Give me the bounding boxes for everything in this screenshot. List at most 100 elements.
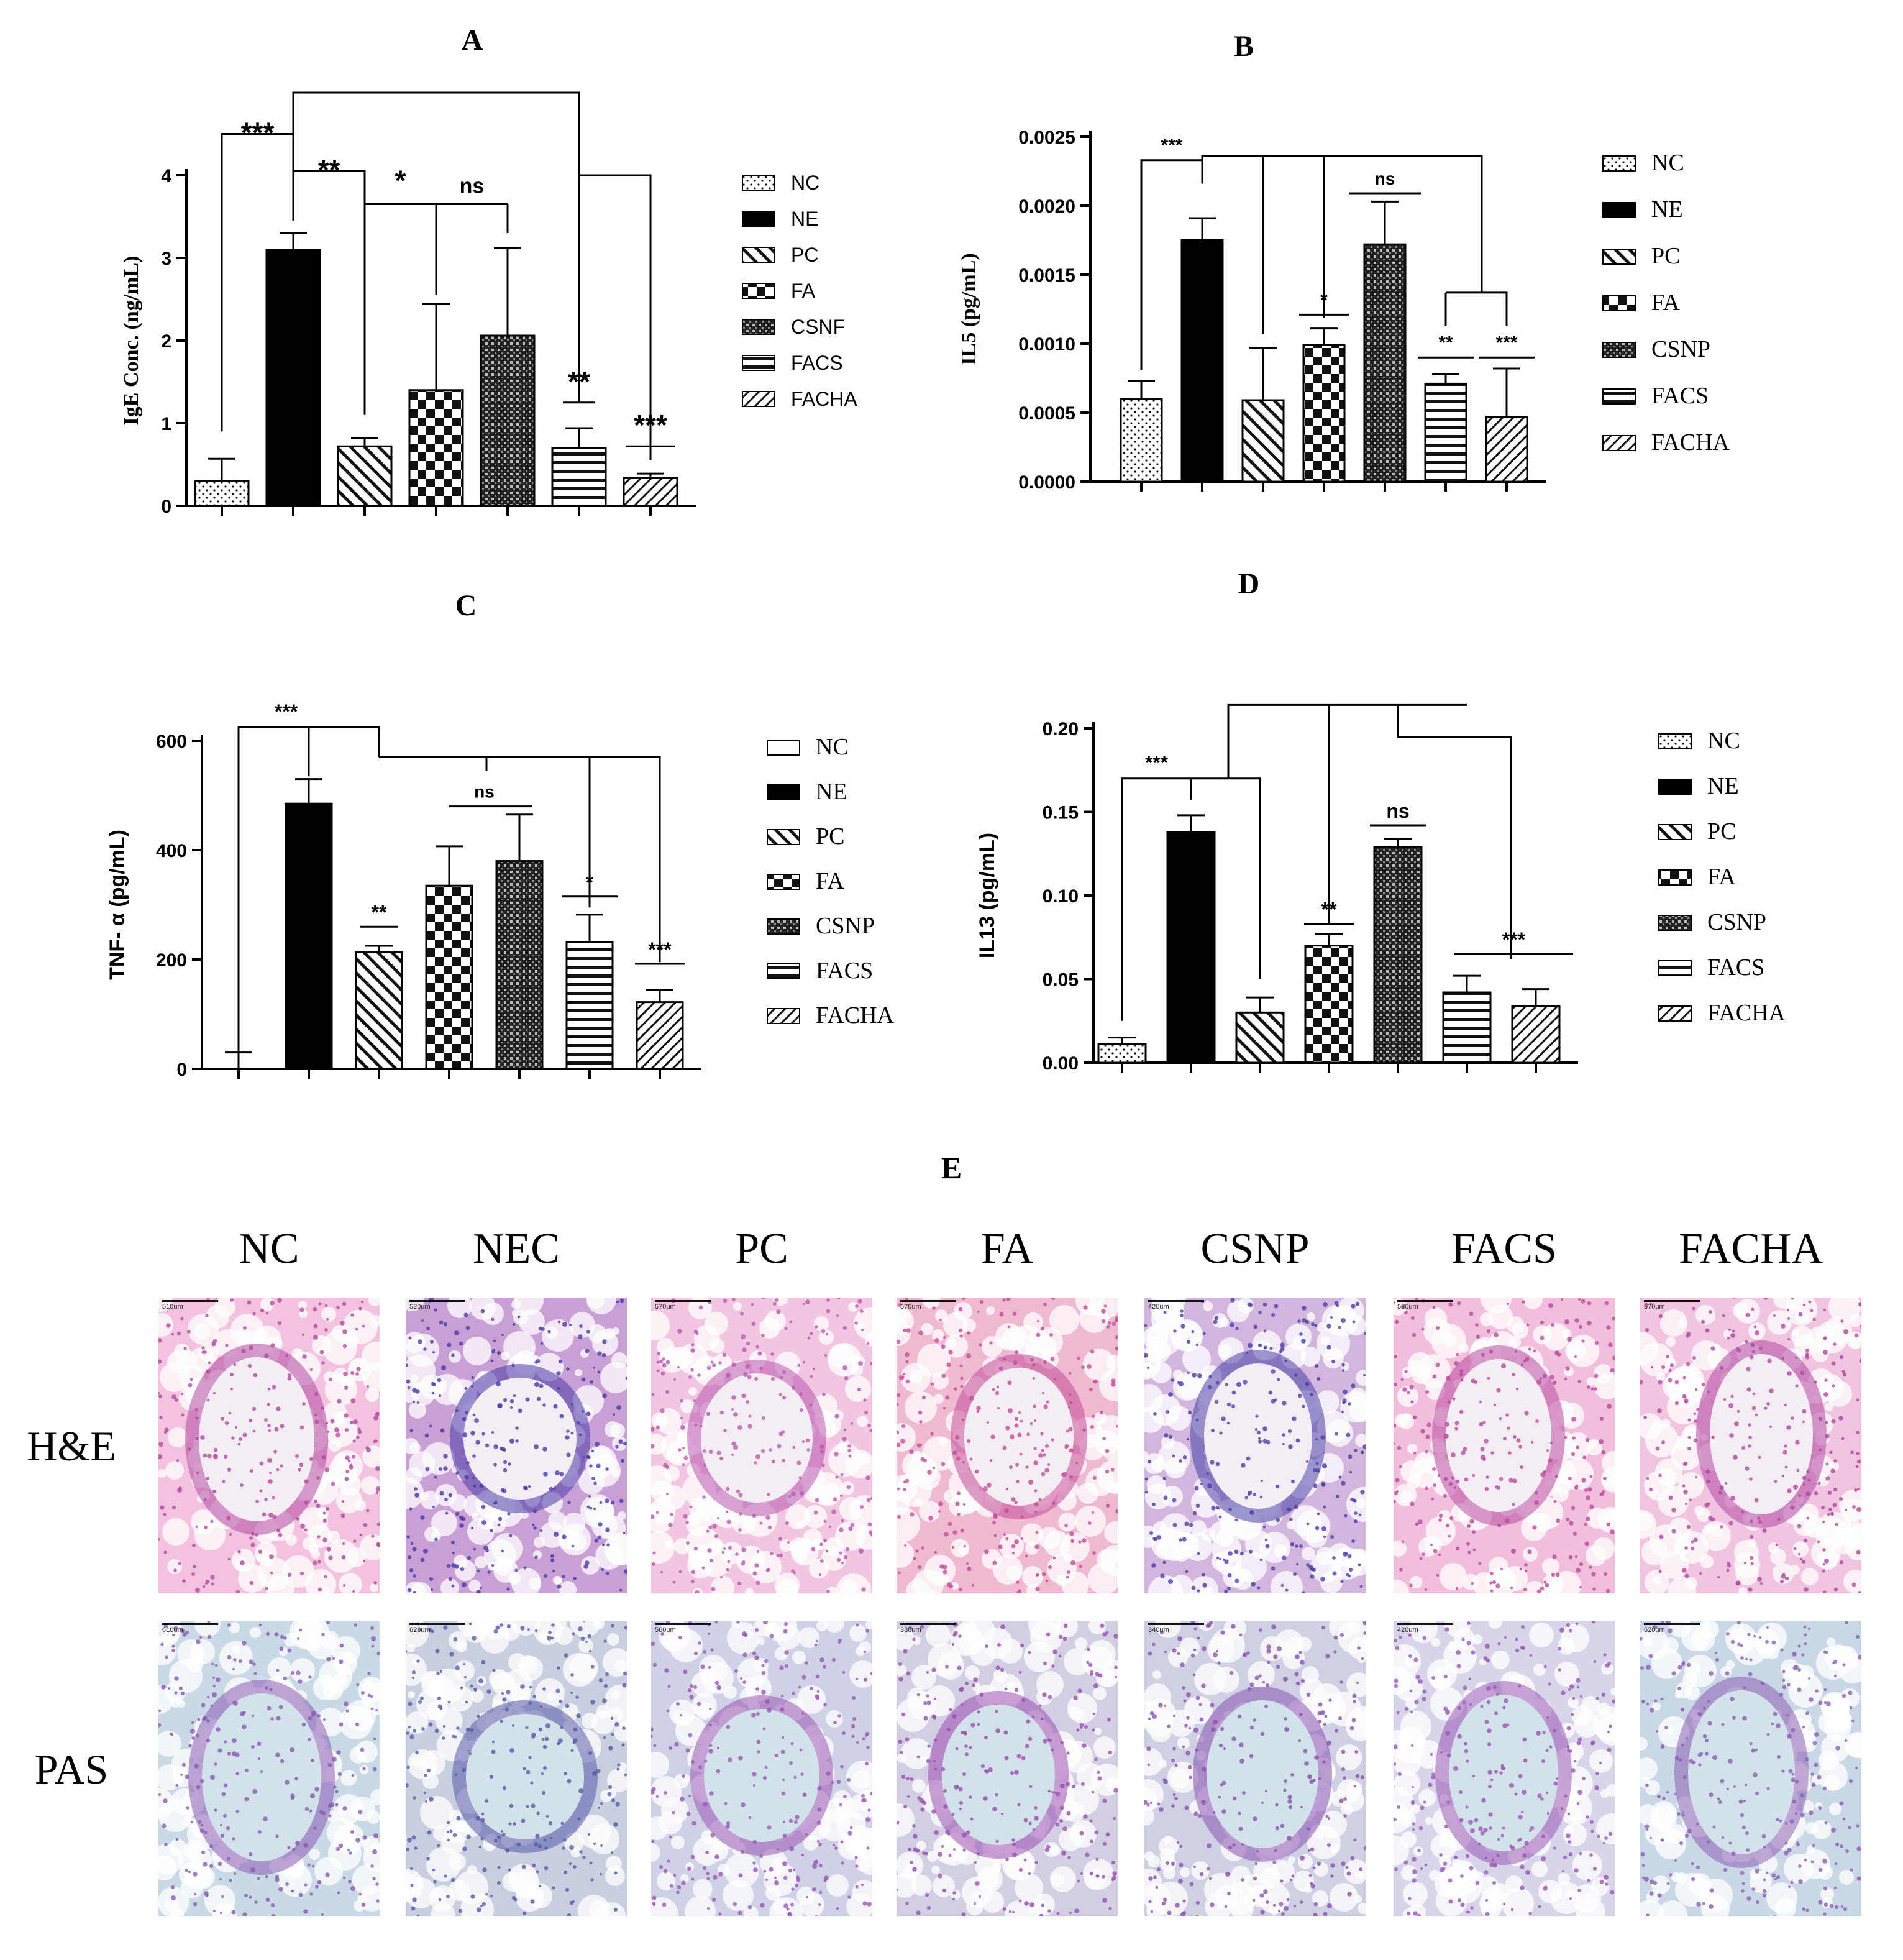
y-tick-label: 200: [156, 950, 187, 971]
scale-bar: 420um: [1397, 1623, 1453, 1634]
chart-panel-d: D 0.00 0.05 0.10 0.15 0.20 IL13 (pg/mL) NC NE PC F…: [975, 567, 1786, 1074]
micrograph-pas-fa: 380um: [897, 1621, 1118, 1916]
legend-swatch: [767, 1008, 800, 1024]
significance-label: *: [395, 165, 406, 197]
bar-nc: [1097, 1043, 1147, 1064]
legend-label: PC: [816, 823, 844, 849]
scale-bar: 560um: [655, 1623, 711, 1634]
legend-label: NE: [1707, 773, 1739, 799]
legend-label: PC: [791, 244, 818, 266]
significance-label: **: [372, 901, 387, 923]
legend-label: NE: [1651, 196, 1683, 222]
significance-bracket: [1227, 703, 1512, 959]
significance-label: ***: [1502, 928, 1526, 951]
chart-panel-c: C 0 200 400 600 TNF- α (pg/mL) NC NE PC FA CSNP FAC…: [106, 589, 895, 1080]
significance-label: *: [1320, 290, 1328, 310]
scale-bar-line: [1397, 1623, 1453, 1625]
scale-bar-label: 420um: [1148, 1303, 1169, 1311]
chart-panel-b: B 0.0000 0.0005 0.0010 0.0015 0.0020 0.0025 IL5…: [957, 30, 1730, 493]
significance-bracket: [1140, 159, 1203, 370]
legend-label: FACHA: [791, 388, 857, 410]
y-axis-label: IgE Conc. (ng/mL): [120, 256, 143, 426]
y-axis-label: TNF- α (pg/mL): [106, 830, 129, 980]
legend-label: NE: [816, 779, 847, 805]
legend-label: FACS: [1707, 955, 1764, 981]
legend-swatch: [1602, 342, 1636, 358]
significance-label: ***: [241, 117, 275, 149]
bar-facha: [1485, 416, 1528, 483]
legend-label: CSNP: [816, 913, 875, 939]
scale-bar-label: 420um: [1397, 1626, 1418, 1634]
scale-bar-label: 340um: [1148, 1626, 1169, 1634]
legend-swatch: [1658, 960, 1692, 976]
bar-csnp: [1363, 243, 1407, 483]
bar-csnp: [1373, 846, 1423, 1064]
legend-label: NE: [791, 208, 818, 230]
legend-swatch: [742, 175, 775, 191]
scale-bar: 580um: [1397, 1300, 1453, 1311]
bar-fa: [425, 884, 473, 1070]
panel-title: D: [1238, 567, 1260, 600]
significance-label: ***: [1161, 135, 1182, 156]
legend-label: NC: [1707, 728, 1740, 754]
scale-bar: 620um: [409, 1623, 465, 1634]
y-tick-label: 0: [176, 1060, 187, 1080]
y-tick-label: 400: [156, 841, 187, 861]
bar-nc: [194, 480, 250, 507]
micrograph-he-nec: 520um: [406, 1298, 627, 1593]
scale-bar-label: 570um: [900, 1303, 921, 1311]
y-tick-label: 0.0005: [1018, 403, 1075, 424]
y-tick-label: 0.0010: [1018, 334, 1075, 355]
row-label-pas: PAS: [34, 1746, 109, 1793]
legend-swatch: [742, 391, 775, 407]
legend-label: FA: [816, 868, 844, 894]
legend-swatch: [1602, 388, 1636, 405]
significance-bracket: [292, 91, 652, 460]
column-header-fa: FA: [980, 1225, 1034, 1273]
legend-swatch: [742, 283, 775, 299]
charts-figure: A 0 1 2 3 4 IgE Conc. (ng/mL) NC NE PC FA CSNF FACS F…: [106, 24, 1786, 1080]
significance-bracket: [379, 756, 661, 963]
legend-label: NC: [1651, 150, 1684, 176]
scale-bar-line: [162, 1623, 218, 1625]
bar-ne: [265, 249, 321, 507]
scale-bar: 570um: [900, 1300, 956, 1311]
micrograph-he-nc: 510um: [158, 1298, 380, 1593]
micrograph-pas-csnp: 340um: [1144, 1621, 1366, 1916]
y-tick-label: 0.20: [1043, 719, 1079, 740]
y-tick-label: 3: [161, 249, 171, 269]
significance-bracket: [237, 726, 380, 1055]
significance-label: ns: [1386, 800, 1409, 822]
significance-label: ***: [1495, 332, 1517, 353]
scale-bar-line: [1148, 1623, 1204, 1625]
bar-fa: [1302, 344, 1346, 483]
y-tick-label: 0.15: [1043, 803, 1079, 823]
significance-bracket: [365, 203, 509, 295]
y-tick-label: 600: [156, 731, 187, 752]
column-header-csnp: CSNP: [1200, 1225, 1310, 1273]
significance-label: ns: [460, 175, 485, 198]
scale-bar-line: [900, 1623, 956, 1625]
significance-label: ns: [474, 782, 495, 802]
y-tick-label: 0.0025: [1018, 127, 1075, 148]
micrograph-pas-nec: 620um: [406, 1621, 627, 1916]
panel-title-e: E: [941, 1150, 962, 1185]
panel-title: B: [1234, 30, 1254, 63]
scale-bar-label: 560um: [655, 1626, 676, 1634]
significance-label: **: [568, 365, 590, 398]
bar-facha: [636, 1001, 684, 1070]
significance-label: ***: [634, 409, 667, 441]
legend-swatch: [1658, 1005, 1692, 1022]
bar-fa: [1304, 945, 1354, 1064]
scale-bar-label: 580um: [1397, 1303, 1418, 1311]
legend-swatch: [1658, 915, 1692, 931]
scale-bar-line: [1644, 1300, 1700, 1302]
significance-label: ***: [275, 700, 298, 723]
significance-label: *: [586, 871, 594, 894]
scale-bar: 620um: [1644, 1623, 1700, 1634]
scale-bar: 570um: [1644, 1300, 1700, 1311]
legend-swatch: [742, 247, 775, 263]
significance-label: **: [1321, 899, 1337, 921]
micrograph-he-pc: 570um: [651, 1298, 872, 1593]
legend-swatch: [1658, 733, 1692, 749]
